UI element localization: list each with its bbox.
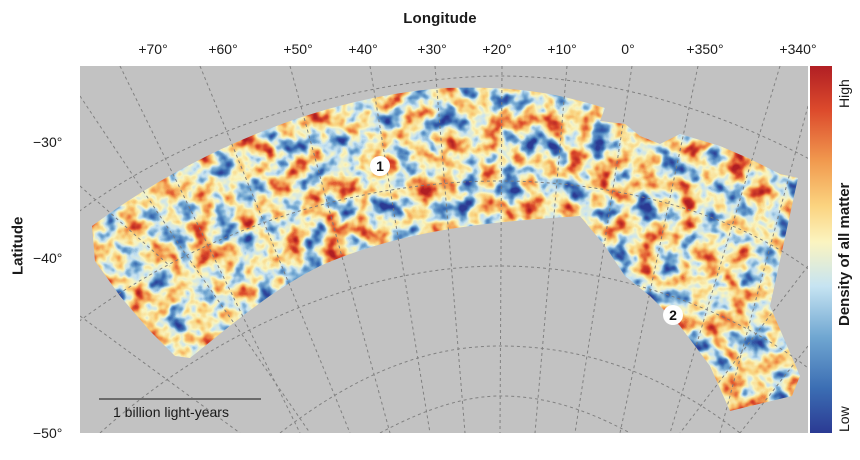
x-tick-label: +10°: [547, 41, 577, 57]
y-tick-label: −30°: [33, 134, 63, 150]
y-axis-title: Latitude: [9, 216, 27, 275]
scale-bar: [99, 398, 261, 400]
x-axis-title: Longitude: [403, 10, 477, 27]
x-tick-label: +60°: [208, 41, 238, 57]
density-map: [80, 66, 808, 433]
colorbar-low-label: Low: [836, 406, 852, 432]
colorbar: [810, 66, 832, 433]
x-tick-label: +30°: [417, 41, 447, 57]
x-tick-label: +70°: [138, 41, 168, 57]
x-tick-label: +340°: [779, 41, 817, 57]
x-tick-label: 0°: [621, 41, 635, 57]
marker-2: 2: [663, 305, 683, 325]
x-tick-label: +20°: [482, 41, 512, 57]
colorbar-title: Density of all matter: [836, 182, 853, 326]
x-tick-label: +40°: [348, 41, 378, 57]
x-tick-label: +350°: [686, 41, 724, 57]
y-tick-label: −40°: [33, 250, 63, 266]
y-tick-label: −50°: [33, 425, 63, 441]
marker-1: 1: [370, 156, 390, 176]
x-tick-label: +50°: [283, 41, 313, 57]
colorbar-high-label: High: [836, 79, 852, 108]
scale-bar-label: 1 billion light-years: [113, 404, 229, 420]
